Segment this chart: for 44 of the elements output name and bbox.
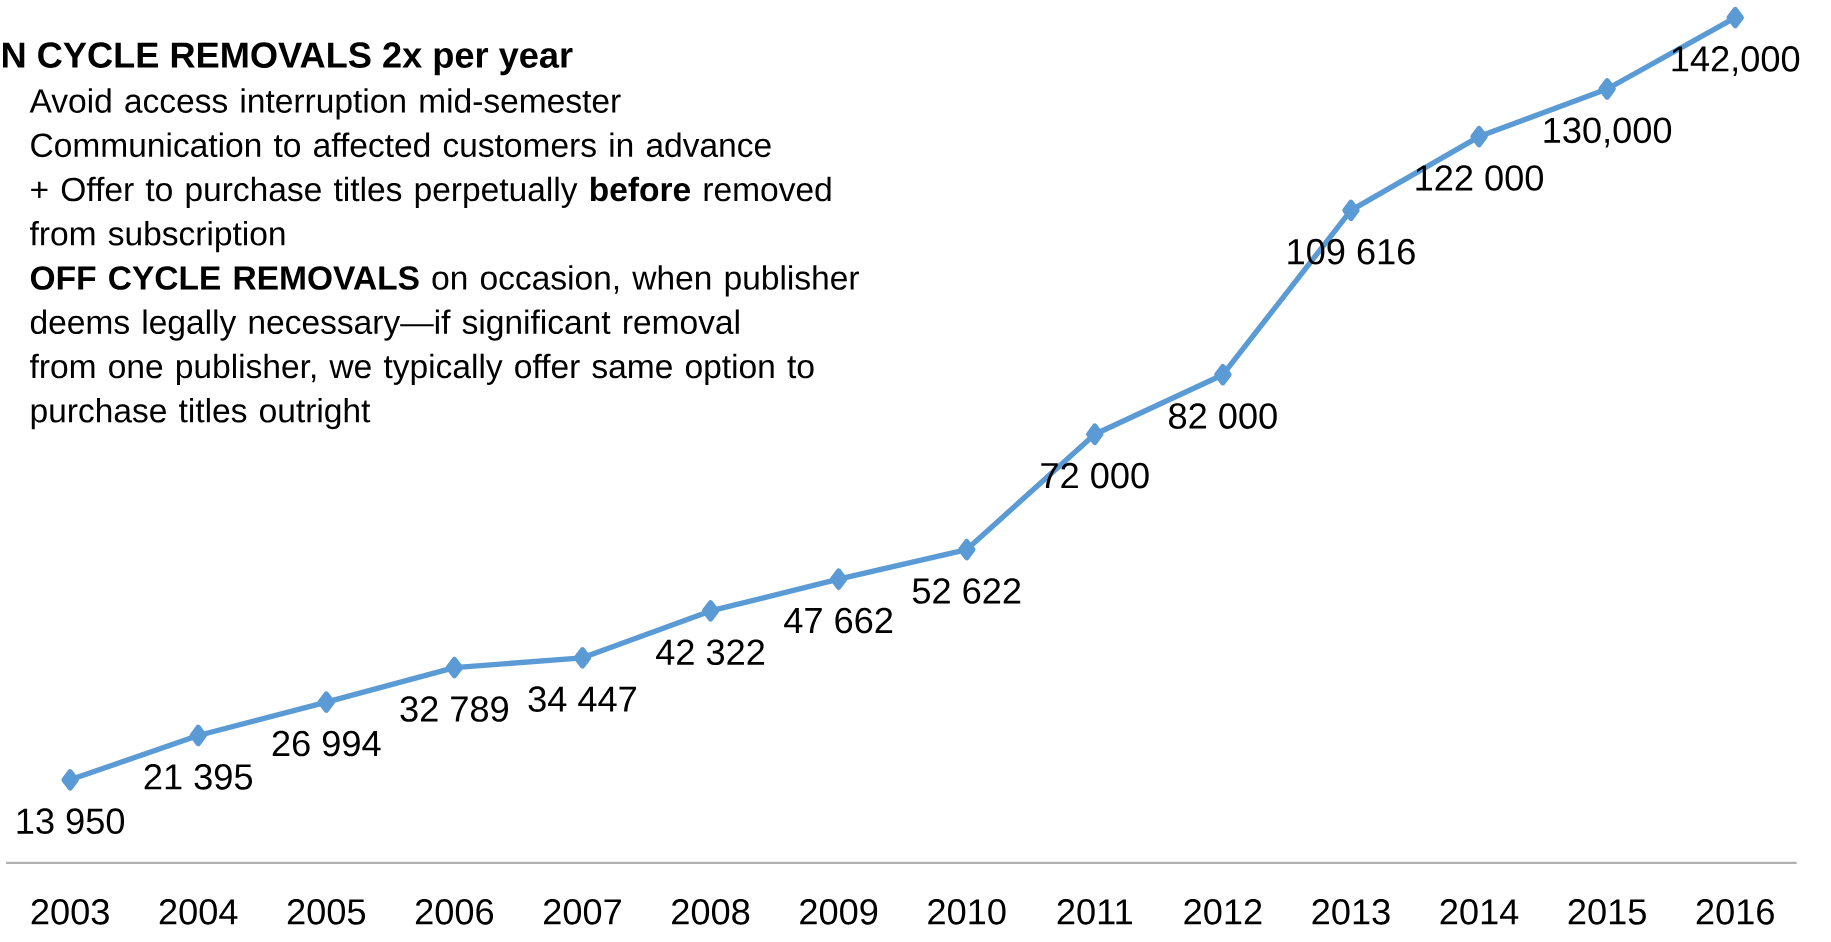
text: N CYCLE REMOVALS 2x per year [2,42,573,76]
data-label: 42 322 [656,639,765,665]
x-tick-label: 2012 [1184,898,1262,925]
x-tick-label: 2006 [415,898,494,925]
x-tick-label: 2005 [287,898,366,925]
x-tick-label: 2009 [800,898,878,925]
data-label: 52 622 [912,578,1021,604]
data-label: 21 395 [144,763,253,790]
point [958,538,976,561]
point [1726,6,1744,29]
annotation: OFF CYCLE REMOVALS on occasion, when publisher deems legally necessary—if significant removal from one publisher, we typically offer same option to purchase titles outright [30,265,859,430]
data-label: 122 000 [1416,165,1543,191]
x-tick-label: 2014 [1440,898,1519,925]
annotation: Communication to affected customers in advance [31,132,771,158]
x-tick-label: 2016 [1696,898,1774,925]
point [189,724,207,747]
point [1470,125,1488,148]
x-tick-label: 2008 [672,898,750,925]
point [573,646,592,669]
x-tick-label: 2015 [1568,898,1646,925]
data-label: 26 994 [272,730,381,757]
point [1598,78,1616,100]
x-tick-label: 2003 [31,898,109,925]
x-tick-label: 2013 [1312,898,1390,925]
data-label: 130,000 [1544,117,1672,148]
data-label: 82 000 [1169,403,1277,429]
data-label: 34 447 [528,686,636,712]
x-tick-label: 2004 [159,898,238,925]
x-tick-label: 2007 [544,898,621,925]
point [1086,423,1104,445]
data-label: 142,000 [1672,46,1800,76]
annotation: Avoid access interruption mid-semester [29,88,621,120]
data-label: 32 789 [400,696,508,722]
x-tick-label: 2011 [1057,898,1132,925]
x-tick-label: 2010 [928,898,1006,925]
point [701,600,720,622]
point [829,568,848,590]
point [1214,363,1232,386]
data-label: 13 950 [17,808,125,834]
point [1342,199,1360,221]
point [317,691,336,713]
point [445,656,464,679]
point [61,769,79,791]
data-label: 47 662 [784,607,893,634]
